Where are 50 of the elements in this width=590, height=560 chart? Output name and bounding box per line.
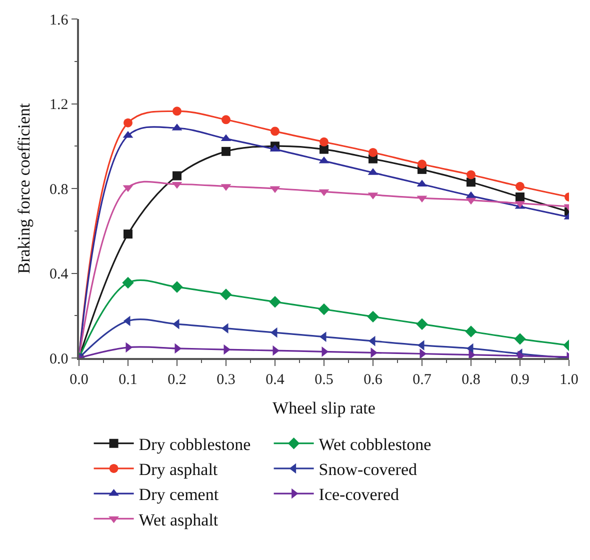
point xyxy=(220,288,232,300)
legend-label: Snow-covered xyxy=(318,460,418,480)
legend-label: Wet asphalt xyxy=(138,510,218,530)
point xyxy=(367,310,379,323)
point xyxy=(171,281,183,293)
point xyxy=(514,333,526,345)
point xyxy=(124,230,132,239)
point xyxy=(516,192,524,202)
point xyxy=(418,160,426,169)
x-tick-label: 0.2 xyxy=(168,372,186,388)
point xyxy=(420,348,426,358)
point xyxy=(222,115,230,124)
point xyxy=(368,148,378,157)
point xyxy=(318,303,330,316)
x-axis-title: Wheel slip rate xyxy=(272,398,376,418)
point xyxy=(124,118,132,128)
x-tick-label: 0.6 xyxy=(364,372,383,388)
point xyxy=(172,171,182,180)
x-tick-label: 0.1 xyxy=(118,372,138,388)
point xyxy=(466,178,476,187)
x-tick-label: 0.5 xyxy=(314,372,334,388)
y-tick-label: 1.2 xyxy=(50,97,68,113)
point xyxy=(270,126,280,136)
legend-label: Dry cobblestone xyxy=(138,434,251,454)
y-tick-label: 0.0 xyxy=(50,351,68,368)
point xyxy=(416,318,428,330)
x-tick-label: 0.3 xyxy=(216,372,236,388)
legend-label: Dry asphalt xyxy=(138,460,218,480)
point xyxy=(172,106,182,116)
y-tick-label: 0.8 xyxy=(50,182,68,198)
x-tick-label: 0.4 xyxy=(266,372,285,388)
point xyxy=(465,326,477,338)
y-tick-label: 1.6 xyxy=(50,12,69,28)
x-tick-label: 0.9 xyxy=(510,372,530,388)
x-tick-label: 0.8 xyxy=(462,372,480,388)
point xyxy=(320,144,328,154)
point xyxy=(320,137,328,146)
legend-label: Ice-covered xyxy=(318,485,400,504)
point xyxy=(516,182,524,191)
point xyxy=(466,170,476,180)
point xyxy=(122,276,134,289)
x-tick-label: 0.0 xyxy=(70,372,88,388)
x-tick-label: 1.0 xyxy=(560,372,578,388)
legend-label: Dry cement xyxy=(138,485,219,504)
y-tick-label: 0.4 xyxy=(50,266,69,282)
x-tick-label: 0.7 xyxy=(412,372,432,388)
legend-label: Wet cobblestone xyxy=(318,434,432,454)
y-axis-title: Braking force coefficient xyxy=(14,102,34,274)
point xyxy=(222,146,230,156)
point xyxy=(269,296,281,308)
